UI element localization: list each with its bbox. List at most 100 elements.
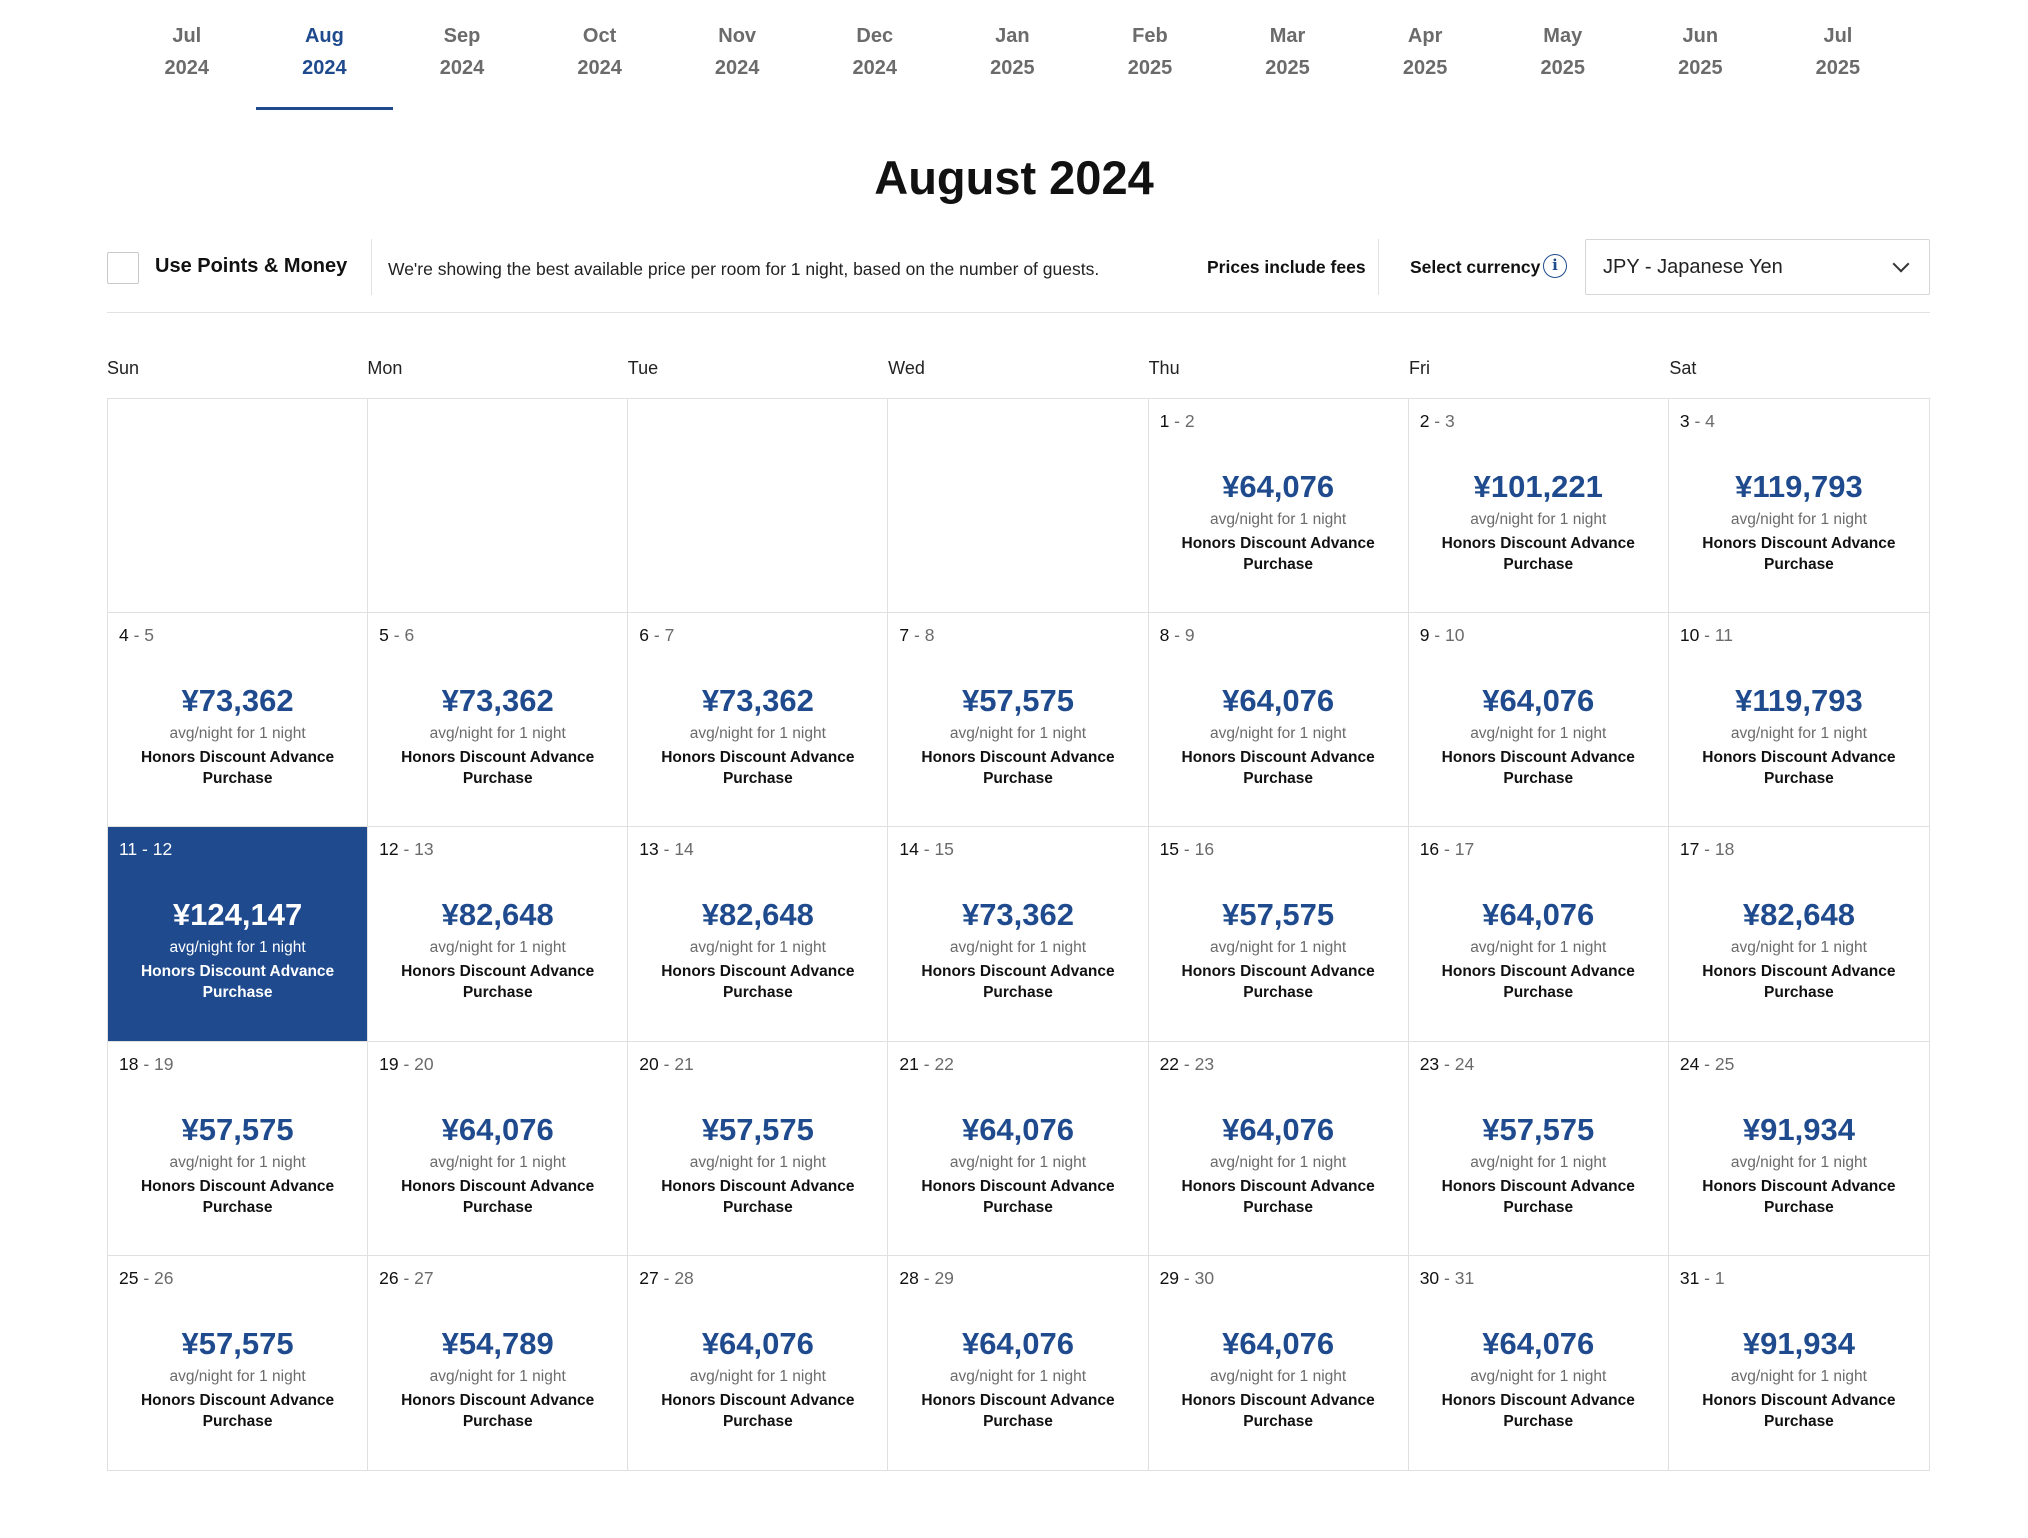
date-range: 1 - 2	[1160, 411, 1195, 432]
calendar-day-cell[interactable]: 26 - 27 ¥54,789 avg/night for 1 night Honor…	[368, 1255, 629, 1470]
calendar-day-cell[interactable]: 10 - 11 ¥119,793 avg/night for 1 night Hono…	[1668, 613, 1929, 828]
date-range: 27 - 28	[639, 1268, 694, 1289]
month-tab[interactable]: Jul 2025	[1769, 20, 1907, 106]
rate-name: Honors Discount Advance Purchase	[921, 1177, 1115, 1216]
month-tab[interactable]: Sep 2024	[393, 20, 531, 106]
calendar-day-cell[interactable]: 3 - 4 ¥119,793 avg/night for 1 night Honors…	[1668, 399, 1929, 614]
calendar-day-cell[interactable]: 22 - 23 ¥64,076 avg/night for 1 night Honor…	[1148, 1041, 1409, 1256]
calendar-day-cell[interactable]: 31 - 1 ¥91,934 avg/night for 1 night Honors…	[1668, 1255, 1929, 1470]
check-out-date: 14	[674, 839, 694, 860]
prices-include-fees-text: Prices include fees	[1207, 257, 1366, 277]
check-out-date: 29	[934, 1267, 954, 1288]
nightly-price: ¥91,934	[1742, 1325, 1855, 1361]
month-tab[interactable]: May 2025	[1494, 20, 1632, 106]
calendar-day-cell[interactable]: 15 - 16 ¥57,575 avg/night for 1 night Honor…	[1148, 827, 1409, 1042]
calendar-day-cell[interactable]: 28 - 29 ¥64,076 avg/night for 1 night Honor…	[888, 1255, 1149, 1470]
avg-night-label: avg/night for 1 night	[169, 1367, 306, 1385]
date-separator: -	[398, 839, 415, 860]
use-points-label[interactable]: Use Points & Money	[155, 255, 348, 277]
date-range: 2 - 3	[1420, 411, 1455, 432]
nightly-price: ¥64,076	[441, 1111, 554, 1147]
month-tab[interactable]: Apr 2025	[1356, 20, 1494, 106]
rate-name: Honors Discount Advance Purchase	[921, 749, 1115, 788]
calendar-day-cell[interactable]: 12 - 13 ¥82,648 avg/night for 1 night Honor…	[368, 827, 629, 1042]
month-tab[interactable]: Oct 2024	[531, 20, 669, 106]
currency-select[interactable]: JPY - Japanese Yen	[1585, 239, 1930, 295]
calendar-day-cell[interactable]: 30 - 31 ¥64,076 avg/night for 1 night Honor…	[1408, 1255, 1669, 1470]
nightly-price: ¥57,575	[1222, 897, 1335, 933]
calendar-day-cell[interactable]: 2 - 3 ¥101,221 avg/night for 1 night Honors…	[1408, 399, 1669, 614]
calendar-day-cell[interactable]: 7 - 8 ¥57,575 avg/night for 1 night Honors …	[888, 613, 1149, 828]
calendar-day-cell[interactable]: 6 - 7 ¥73,362 avg/night for 1 night Honors …	[628, 613, 889, 828]
nightly-price: ¥124,147	[172, 897, 303, 933]
check-in-date: 9	[1419, 625, 1430, 646]
calendar-day-cell[interactable]: 13 - 14 ¥82,648 avg/night for 1 night Honor…	[628, 827, 889, 1042]
calendar-day-cell[interactable]: 11 - 12 ¥124,147 avg/night for 1 night Hono…	[108, 827, 369, 1042]
calendar-day-cell[interactable]: 1 - 2 ¥64,076 avg/night for 1 night Honors …	[1148, 399, 1409, 614]
month-tabs: Jul 2024 Aug 2024 Sep 2024 Oct 2024 Nov 2024 Dec 20…	[118, 20, 1907, 110]
calendar-grid: 1 - 2 ¥64,076 avg/night for 1 night Honors …	[107, 398, 1930, 1471]
date-separator: -	[1439, 1267, 1455, 1288]
calendar-day-cell[interactable]: 23 - 24 ¥57,575 avg/night for 1 night Honor…	[1408, 1041, 1669, 1256]
divider	[371, 239, 372, 295]
date-separator: -	[1169, 411, 1185, 431]
avg-night-label: avg/night for 1 night	[1210, 511, 1347, 528]
date-range: 31 - 1	[1680, 1268, 1725, 1289]
month-tab[interactable]: Dec 2024	[806, 20, 944, 106]
month-tab[interactable]: Jun 2025	[1632, 20, 1770, 106]
rate-name: Honors Discount Advance Purchase	[1441, 1177, 1635, 1216]
calendar-day-cell[interactable]: 14 - 15 ¥73,362 avg/night for 1 night Honor…	[888, 827, 1149, 1042]
nightly-price: ¥64,076	[701, 1325, 814, 1361]
calendar-day-cell[interactable]: 21 - 22 ¥64,076 avg/night for 1 night Honor…	[888, 1041, 1149, 1256]
month-tab[interactable]: Feb 2025	[1081, 20, 1219, 106]
avg-night-label: avg/night for 1 night	[1730, 511, 1867, 528]
month-tab-year: 2024	[852, 57, 898, 79]
use-points-checkbox[interactable]	[107, 252, 139, 284]
rate-name: Honors Discount Advance Purchase	[661, 749, 855, 788]
calendar-day-cell[interactable]: 18 - 19 ¥57,575 avg/night for 1 night Honor…	[108, 1041, 369, 1256]
month-tab[interactable]: Mar 2025	[1219, 20, 1357, 106]
check-out-date: 24	[1454, 1053, 1475, 1074]
calendar-day-cell[interactable]: 29 - 30 ¥64,076 avg/night for 1 night Honor…	[1148, 1255, 1409, 1470]
rate-name: Honors Discount Advance Purchase	[1181, 749, 1375, 788]
date-separator: -	[1439, 839, 1455, 860]
calendar-day-cell[interactable]: 19 - 20 ¥64,076 avg/night for 1 night Honor…	[368, 1041, 629, 1256]
check-in-date: 18	[119, 1053, 139, 1074]
chevron-down-icon	[1892, 255, 1910, 273]
calendar-day-cell[interactable]: 8 - 9 ¥64,076 avg/night for 1 night Honors …	[1148, 613, 1409, 828]
info-icon[interactable]: i	[1543, 254, 1567, 278]
price-info-text: We're showing the best available price p…	[388, 259, 1100, 279]
calendar-day-cell[interactable]: 5 - 6 ¥73,362 avg/night for 1 night Honors …	[368, 613, 629, 828]
date-separator: -	[388, 625, 405, 646]
calendar-day-cell[interactable]: 4 - 5 ¥73,362 avg/night for 1 night Honors …	[108, 613, 369, 828]
rate-name: Honors Discount Advance Purchase	[1441, 1391, 1635, 1430]
month-tab-year: 2024	[577, 57, 622, 79]
month-tab[interactable]: Aug 2024	[255, 20, 394, 110]
avg-night-label: avg/night for 1 night	[1210, 1153, 1347, 1171]
check-in-date: 15	[1159, 839, 1180, 860]
date-separator: -	[138, 1053, 155, 1074]
month-tab[interactable]: Jan 2025	[944, 20, 1082, 106]
currency-select-value: JPY - Japanese Yen	[1603, 256, 1783, 278]
check-out-date: 15	[934, 839, 954, 860]
calendar-day-cell[interactable]: 20 - 21 ¥57,575 avg/night for 1 night Honor…	[628, 1041, 889, 1256]
calendar-day-cell[interactable]: 25 - 26 ¥57,575 avg/night for 1 night Honor…	[108, 1255, 369, 1470]
check-in-date: 5	[379, 625, 389, 646]
nightly-price: ¥82,648	[1742, 897, 1855, 933]
toolbar: Use Points & Money We're showing the bes…	[107, 239, 1930, 313]
month-tab-year: 2025	[1678, 57, 1723, 79]
month-tab[interactable]: Jul 2024	[118, 20, 256, 106]
date-separator: -	[137, 839, 153, 860]
month-tab[interactable]: Nov 2024	[668, 20, 806, 106]
calendar-day-cell[interactable]: 27 - 28 ¥64,076 avg/night for 1 night Honor…	[628, 1255, 889, 1470]
calendar-day-cell[interactable]: 24 - 25 ¥91,934 avg/night for 1 night Honor…	[1668, 1041, 1929, 1256]
calendar-day-cell[interactable]: 9 - 10 ¥64,076 avg/night for 1 night Honors…	[1408, 613, 1669, 828]
date-separator: -	[1179, 839, 1195, 860]
calendar-empty-cell	[368, 399, 629, 614]
nightly-price: ¥82,648	[701, 897, 814, 933]
calendar-day-cell[interactable]: 17 - 18 ¥82,648 avg/night for 1 night Honor…	[1668, 827, 1929, 1042]
check-out-date: 26	[154, 1267, 174, 1288]
calendar-day-cell[interactable]: 16 - 17 ¥64,076 avg/night for 1 night Honor…	[1408, 827, 1669, 1042]
date-range: 16 - 17	[1420, 839, 1475, 860]
rate-name: Honors Discount Advance Purchase	[661, 1177, 855, 1216]
